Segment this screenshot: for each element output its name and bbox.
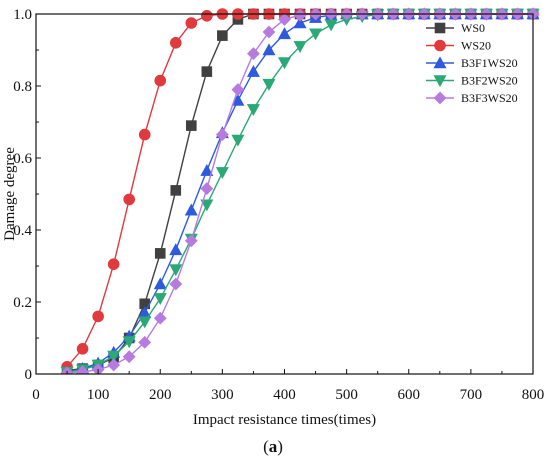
data-point [278, 12, 291, 26]
panel-label-letter: a [269, 437, 278, 456]
data-point [277, 57, 292, 70]
data-point [185, 17, 198, 29]
data-point [184, 203, 198, 216]
data-point [277, 27, 292, 40]
y-axis-title: Damage degree [2, 147, 18, 241]
x-tick-label: 300 [211, 387, 234, 403]
data-point [76, 342, 89, 355]
y-tick-label: 0.2 [13, 295, 32, 311]
data-point [201, 10, 213, 22]
x-tick-label: 0 [32, 387, 40, 403]
ticks-layer: 0 100 200 300 400 500 600 700 800 0 0.2 0.4 0.6 0.8 1.… [13, 7, 544, 403]
legend-label: B3F2WS20 [461, 74, 518, 88]
legend-item: B3F2WS20 [426, 74, 518, 88]
legend-item: WS0 [426, 21, 485, 35]
data-point [262, 25, 276, 39]
legend-label: WS0 [461, 21, 485, 35]
data-point [293, 8, 307, 22]
data-point [91, 363, 105, 374]
data-point [200, 182, 214, 196]
data-point [153, 311, 167, 325]
legend-marker [434, 39, 446, 52]
data-point [107, 350, 121, 363]
data-point [200, 199, 214, 212]
data-point [231, 83, 245, 97]
panel-label: (a) [263, 437, 283, 456]
data-point [122, 350, 136, 364]
y-tick-label: 0.4 [13, 223, 32, 239]
data-point [246, 104, 260, 117]
y-tick-label: 0.8 [13, 79, 32, 95]
x-axis-title: Impact resistance times(times) [193, 412, 376, 428]
data-point [170, 185, 182, 196]
x-tick-label: 100 [87, 387, 110, 403]
data-point [123, 193, 135, 206]
legend-label: B3F3WS20 [461, 91, 518, 105]
legend-label: WS20 [461, 39, 491, 53]
data-point [293, 16, 307, 29]
panel-label-open: ( [263, 437, 269, 456]
legend-label: B3F1WS20 [461, 56, 518, 70]
x-tick-label: 800 [522, 387, 545, 403]
legend-marker [433, 75, 447, 88]
data-point [186, 120, 197, 131]
data-point [215, 128, 229, 142]
data-point [324, 19, 338, 32]
y-tick-label: 0.6 [13, 151, 32, 167]
data-point [122, 336, 136, 349]
x-tick-label: 200 [149, 387, 172, 403]
data-point [154, 248, 166, 259]
y-tick-label: 0 [25, 367, 33, 383]
data-point [154, 74, 167, 87]
data-point [169, 36, 182, 49]
x-tick-label: 400 [273, 387, 296, 403]
legend-marker [433, 56, 447, 69]
data-point [169, 264, 183, 277]
legend-item: B3F3WS20 [426, 91, 518, 105]
data-point [107, 358, 121, 372]
legend-item: WS20 [426, 39, 491, 53]
data-point [138, 335, 152, 349]
data-point [76, 365, 90, 374]
data-point [107, 258, 120, 271]
data-point [200, 163, 214, 176]
data-point [231, 134, 245, 147]
data-point [293, 41, 307, 54]
data-point [153, 277, 167, 290]
y-tick-label: 1.0 [13, 7, 32, 23]
data-point [309, 28, 323, 41]
data-point [215, 167, 229, 180]
data-point [169, 277, 183, 291]
data-point [138, 128, 151, 141]
data-point [184, 234, 198, 248]
x-tick-label: 600 [398, 387, 421, 403]
data-point [247, 47, 260, 61]
data-point [201, 66, 213, 77]
panel-label-close: ) [277, 437, 283, 456]
data-point [246, 64, 260, 77]
data-point [217, 30, 228, 41]
data-point [153, 293, 167, 306]
data-point [262, 78, 276, 91]
data-point [262, 43, 276, 56]
data-point [138, 316, 152, 329]
legend: WS0 WS20 B3F1WS20 B3F2WS20 B3F3WS20 [426, 21, 518, 105]
legend-marker [433, 91, 447, 105]
legend-item: B3F1WS20 [426, 56, 518, 70]
x-tick-label: 700 [460, 387, 483, 403]
data-point [169, 243, 183, 256]
data-point [92, 310, 104, 323]
data-point [60, 366, 74, 374]
x-tick-label: 500 [335, 387, 358, 403]
legend-marker [434, 22, 446, 34]
